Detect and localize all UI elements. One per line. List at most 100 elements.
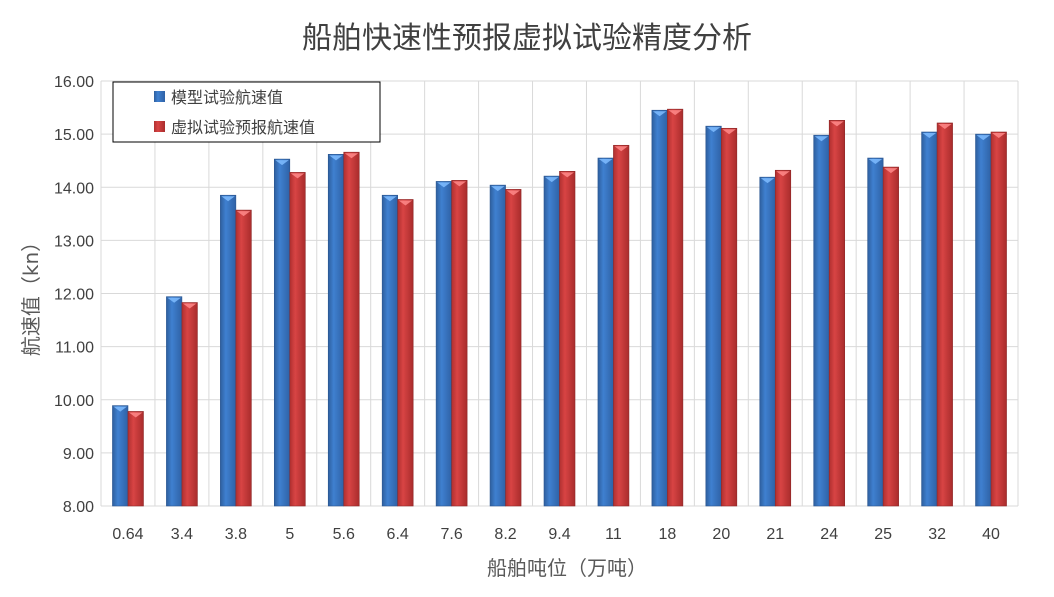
bar-bevel: [830, 121, 844, 127]
bar-bevel: [275, 160, 289, 166]
bar-bevel: [868, 159, 883, 165]
bar-model: [597, 157, 614, 507]
bar-model: [867, 157, 884, 507]
x-tick-label: 7.6: [440, 526, 462, 543]
legend: 模型试验航速值 虚拟试验预报航速值: [112, 81, 381, 143]
y-axis-title: 航速值（kn）: [19, 232, 43, 356]
y-tick-label: 11.00: [55, 340, 94, 357]
bar-virtual: [235, 209, 252, 507]
x-tick-label: 0.64: [112, 526, 143, 543]
bar-bevel: [884, 168, 898, 174]
y-tick-label: 15.00: [54, 127, 94, 144]
legend-label-virtual: 虚拟试验预报航速值: [171, 118, 315, 137]
bar-bevel: [545, 177, 559, 183]
bar-bevel: [706, 127, 721, 133]
bar-bevel: [598, 159, 613, 165]
x-tick-label: 9.4: [548, 526, 570, 543]
bar-bevel: [992, 133, 1006, 138]
bar-bevel: [398, 200, 413, 206]
bar-bevel: [652, 111, 667, 117]
legend-label-model: 模型试验航速值: [171, 88, 283, 107]
x-tick-label: 21: [766, 526, 784, 543]
bar-virtual: [721, 127, 738, 507]
bar-virtual: [343, 151, 360, 507]
x-tick-label: 6.4: [387, 526, 409, 543]
x-tick-label: 25: [874, 526, 892, 543]
bar-bevel: [506, 190, 521, 196]
bar-bevel: [182, 303, 197, 309]
bar-bevel: [938, 123, 952, 129]
x-tick-label: 3.8: [225, 526, 247, 543]
x-tick-label: 3.4: [171, 526, 193, 543]
bar-model: [543, 175, 560, 507]
bar-virtual: [559, 171, 576, 507]
bar-virtual: [451, 180, 468, 507]
x-tick-label: 24: [820, 526, 838, 543]
bar-bevel: [668, 110, 682, 116]
bar-virtual: [936, 122, 953, 507]
bar-virtual: [774, 169, 792, 507]
bar-model: [759, 176, 776, 507]
bar-model: [381, 194, 398, 507]
bar-model: [220, 194, 237, 507]
bar-model: [112, 405, 129, 507]
bar-model: [705, 125, 722, 507]
bar-bevel: [976, 135, 991, 141]
bar-bevel: [722, 129, 736, 135]
bar-bevel: [614, 146, 628, 152]
bar-virtual: [882, 166, 899, 507]
bar-model: [651, 109, 668, 507]
bar-bevel: [113, 406, 127, 412]
x-axis-title: 船舶吨位（万吨）: [487, 556, 647, 580]
legend-swatch-model: [154, 91, 165, 102]
bar-bevel: [491, 186, 505, 192]
bar-bevel: [290, 173, 305, 179]
bar-model: [327, 154, 345, 507]
bar-bevel: [167, 297, 181, 303]
bar-model: [273, 158, 291, 507]
bar-bevel: [128, 412, 143, 418]
bar-bevel: [922, 133, 937, 138]
bar-model: [813, 134, 830, 507]
bar-model: [166, 296, 183, 507]
bar-bevel: [221, 196, 235, 202]
bar-bevel: [437, 182, 451, 188]
y-tick-label: 12.00: [54, 287, 94, 304]
bar-bevel: [236, 211, 251, 217]
bar-virtual: [613, 144, 630, 507]
bar-virtual: [397, 199, 414, 507]
bar-model: [435, 181, 452, 507]
y-tick-label: 10.00: [54, 393, 94, 410]
x-tick-label: 5: [285, 526, 294, 543]
bar-virtual: [990, 131, 1007, 507]
bar-model: [975, 133, 992, 507]
bar-model: [921, 131, 938, 507]
bar-virtual: [505, 189, 522, 507]
x-tick-label: 32: [928, 526, 946, 543]
x-tick-label: 18: [658, 526, 676, 543]
bar-bevel: [760, 178, 775, 184]
bar-bevel: [560, 172, 574, 178]
bar-model: [489, 184, 506, 507]
bar-virtual: [828, 120, 846, 507]
legend-swatch-virtual: [154, 121, 165, 132]
bar-bevel: [452, 181, 467, 187]
x-tick-label: 40: [982, 526, 1000, 543]
x-tick-label: 11: [605, 526, 622, 543]
y-tick-label: 13.00: [54, 233, 94, 250]
x-tick-label: 20: [712, 526, 730, 543]
bar-bevel: [344, 153, 359, 159]
bar-virtual: [181, 302, 198, 507]
chart-title: 船舶快速性预报虚拟试验精度分析: [302, 21, 752, 56]
bar-bevel: [776, 171, 790, 177]
bar-virtual: [127, 411, 144, 507]
bar-bevel: [383, 196, 397, 202]
bar-bevel: [329, 155, 343, 161]
x-tick-label: 8.2: [494, 526, 516, 543]
y-tick-label: 14.00: [54, 180, 94, 197]
bar-bevel: [814, 136, 829, 142]
y-tick-label: 8.00: [63, 499, 94, 516]
bar-virtual: [289, 172, 306, 507]
x-tick-label: 5.6: [333, 526, 355, 543]
